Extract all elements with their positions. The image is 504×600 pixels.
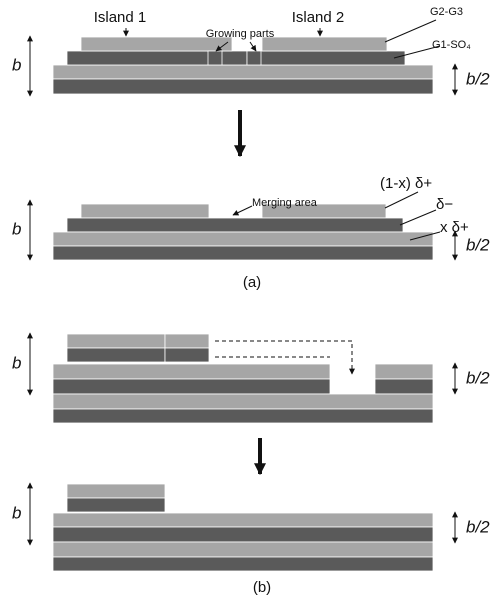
leader bbox=[400, 210, 436, 225]
layer bbox=[53, 542, 433, 557]
dim-label: b/2 bbox=[466, 235, 490, 254]
layer bbox=[165, 334, 209, 348]
layer bbox=[67, 334, 165, 348]
label: Growing parts bbox=[206, 28, 275, 40]
leader bbox=[385, 192, 418, 208]
dim-label: b bbox=[12, 503, 21, 522]
label: Island 2 bbox=[292, 9, 345, 26]
layer bbox=[67, 218, 403, 232]
layer bbox=[53, 379, 330, 394]
layer bbox=[53, 527, 433, 542]
layer bbox=[81, 204, 209, 218]
dim-label: b/2 bbox=[466, 517, 490, 536]
leader bbox=[385, 20, 436, 42]
layers bbox=[53, 37, 433, 571]
dim-label: b/2 bbox=[466, 69, 490, 88]
arrow bbox=[250, 42, 256, 51]
layer bbox=[53, 364, 330, 379]
layer bbox=[67, 348, 165, 362]
layer bbox=[67, 484, 165, 498]
layer bbox=[262, 37, 387, 51]
layer bbox=[67, 51, 250, 65]
label: (1-x) δ+ bbox=[380, 175, 432, 192]
layer bbox=[208, 51, 222, 65]
layer bbox=[53, 232, 433, 246]
caption: (a) bbox=[243, 274, 261, 291]
layer bbox=[67, 498, 165, 512]
layer bbox=[247, 51, 261, 65]
layer bbox=[247, 51, 405, 65]
layer bbox=[375, 364, 433, 379]
layer bbox=[53, 557, 433, 571]
dim-label: b bbox=[12, 353, 21, 372]
layer bbox=[165, 348, 209, 362]
label: Island 1 bbox=[94, 9, 147, 26]
layer bbox=[53, 513, 433, 527]
dim-label: b bbox=[12, 219, 21, 238]
label: Merging area bbox=[252, 197, 318, 209]
label: G2-G3 bbox=[430, 6, 463, 18]
layer bbox=[53, 409, 433, 423]
layer bbox=[53, 65, 433, 79]
layer bbox=[53, 394, 433, 409]
dim-label: b/2 bbox=[466, 368, 490, 387]
dim-label: b bbox=[12, 55, 21, 74]
layer bbox=[53, 79, 433, 94]
caption: (b) bbox=[253, 579, 271, 596]
arrow bbox=[233, 206, 252, 215]
layer bbox=[53, 246, 433, 260]
label: x δ+ bbox=[440, 219, 469, 236]
layer bbox=[375, 379, 433, 394]
diagram: Island 1 Island 2 Growing parts G2-G3 G1… bbox=[0, 0, 504, 600]
label: G1-SO₄ bbox=[432, 39, 471, 51]
label: δ− bbox=[436, 196, 453, 213]
